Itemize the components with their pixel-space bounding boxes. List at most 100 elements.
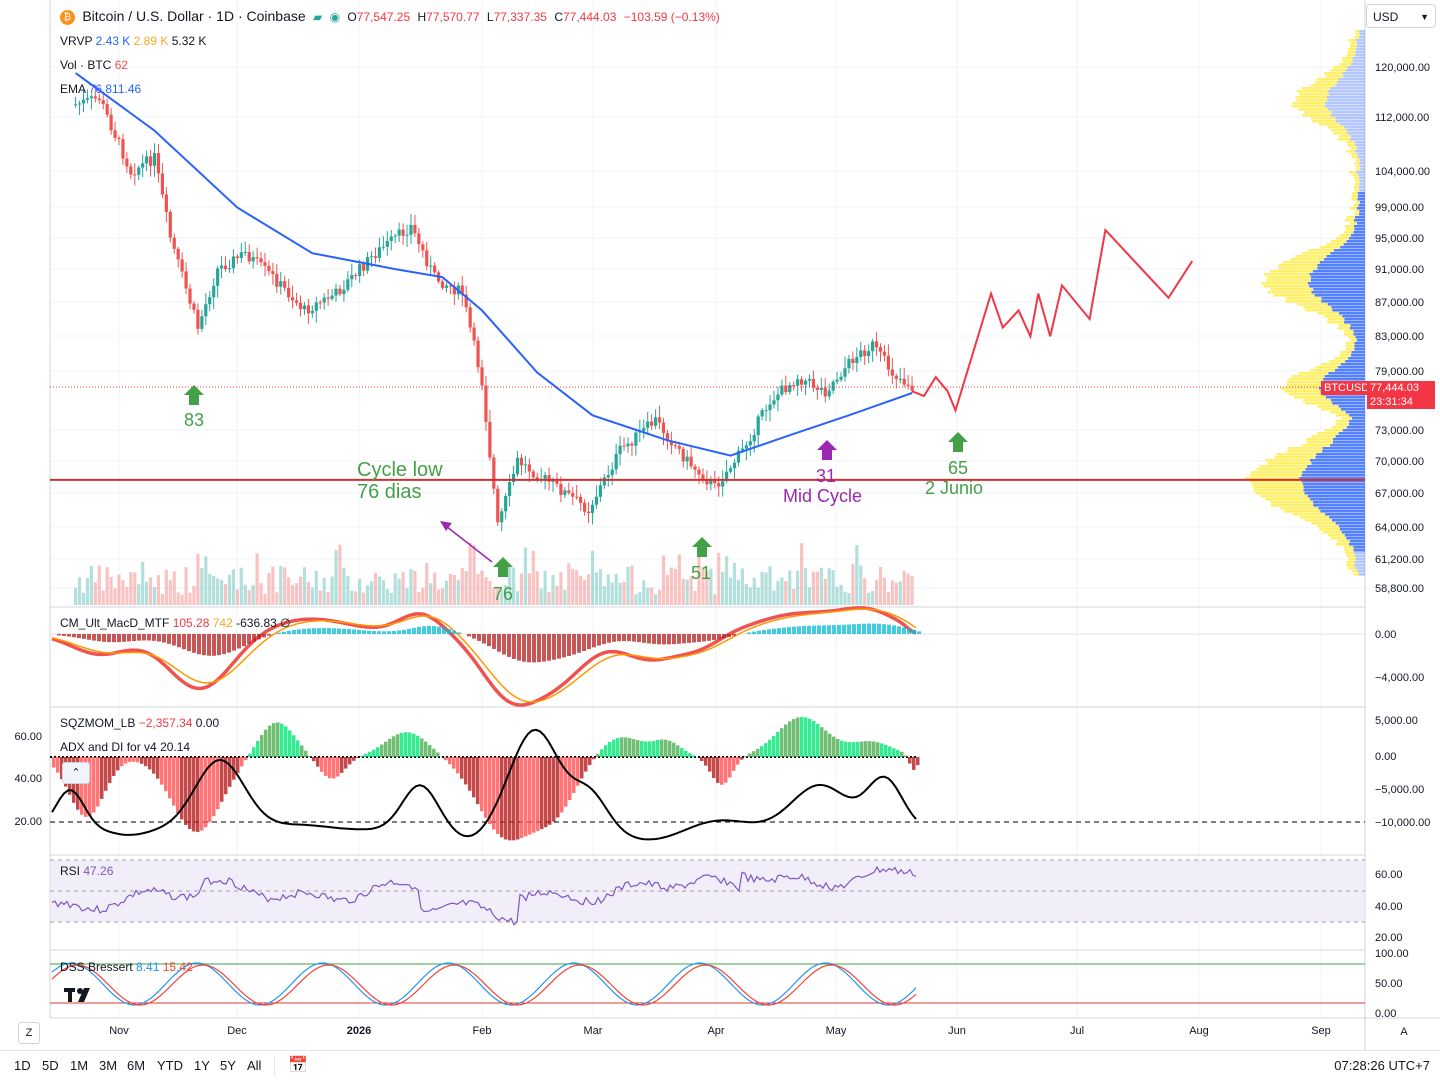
vp-bar [1280, 507, 1319, 510]
squeeze-bar [312, 757, 316, 762]
vrvp-legend[interactable]: VRVP 2.43 K 2.89 K 5.32 K [60, 34, 206, 48]
macd-histogram-bar [367, 630, 371, 634]
vp-bar [1359, 213, 1365, 216]
volume-bar [646, 587, 650, 605]
macd-histogram-bar [767, 629, 771, 634]
candle-body [705, 480, 709, 485]
candle-body [626, 443, 630, 447]
volume-bar [768, 566, 772, 605]
squeeze-bar [688, 753, 692, 757]
volume-bar [796, 570, 800, 605]
volume-bar [318, 590, 322, 605]
squeeze-bar [464, 757, 468, 785]
volume-bar [803, 567, 808, 605]
market-status-icon[interactable]: ◉ [329, 10, 341, 24]
macd-histogram-bar [502, 634, 506, 655]
hidden-icon[interactable]: ∅ [280, 616, 291, 630]
macd-histogram-bar [382, 631, 386, 634]
rsi-legend[interactable]: RSI 47.26 [60, 864, 113, 878]
collapse-pane-button[interactable]: ⌃ [62, 762, 90, 784]
squeeze-bar [604, 745, 608, 757]
sub-axis-label: 0.00 [1375, 629, 1396, 641]
squeeze-bar [520, 757, 524, 839]
vp-bar [1317, 405, 1339, 408]
candle-body [267, 265, 271, 272]
vp-bar [1344, 549, 1354, 552]
squeeze-bar [900, 751, 904, 757]
ohlc-close: 77,444.03 [562, 10, 617, 24]
sqz-legend[interactable]: SQZMOM_LB −2,357.34 0.00 [60, 716, 219, 730]
macd-histogram-bar [787, 627, 791, 634]
range-6m-button[interactable]: 6M [127, 1058, 146, 1073]
vp-bar [1338, 312, 1365, 315]
candle-body [622, 445, 626, 447]
auto-scale-button[interactable]: A [1400, 1026, 1408, 1038]
squeeze-bar [352, 757, 356, 761]
volume-bar [279, 566, 283, 605]
macd-histogram-bar [747, 632, 751, 634]
vp-bar [1358, 174, 1365, 177]
squeeze-bar [384, 741, 388, 757]
squeeze-bar [124, 757, 128, 764]
junio-note: 2 Junio [925, 478, 984, 498]
volume-bar [523, 547, 528, 605]
range-1m-button[interactable]: 1M [70, 1058, 89, 1073]
z-toggle-button[interactable]: Z [18, 1022, 40, 1044]
vp-bar [1344, 330, 1354, 333]
volume-bar [531, 550, 535, 605]
currency-select[interactable]: USD ▼ [1366, 4, 1436, 28]
candle-body [235, 256, 239, 258]
adx-legend[interactable]: ADX and DI for v4 20.14 [60, 740, 190, 754]
candle-body [796, 379, 800, 386]
volume-bar [819, 567, 823, 605]
candle-body [657, 417, 662, 423]
macd-histogram-bar [882, 624, 886, 634]
macd-legend[interactable]: CM_Ult_MacD_MTF 105.28 742 -636.83 ∅ [60, 616, 291, 630]
vp-bar [1355, 180, 1360, 183]
vp-bar [1314, 81, 1338, 84]
vp-bar [1345, 552, 1355, 555]
squeeze-bar [480, 757, 484, 812]
range-1d-button[interactable]: 1D [14, 1058, 31, 1073]
vp-bar [1317, 525, 1339, 528]
macd-histogram-bar [627, 634, 631, 642]
flag-icon[interactable]: ▰ [313, 10, 323, 24]
sub-axis-label: 20.00 [14, 816, 42, 828]
clock-time[interactable]: 07:28:26 UTC+7 [1334, 1058, 1430, 1073]
dss-legend[interactable]: DSS Bressert 8.41 15.42 [60, 960, 193, 974]
macd-histogram-bar [572, 634, 576, 655]
vp-bar [1339, 234, 1351, 237]
price-tick-label: 70,000.00 [1375, 456, 1424, 468]
range-1y-button[interactable]: 1Y [194, 1058, 210, 1073]
range-3m-button[interactable]: 3M [99, 1058, 118, 1073]
vp-bar [1331, 426, 1347, 429]
range-5d-button[interactable]: 5D [42, 1058, 59, 1073]
volume-bar [267, 573, 271, 605]
volume-bar [657, 589, 662, 605]
ema-legend[interactable]: EMA 76,811.46 [60, 82, 141, 96]
volume-bar [310, 587, 314, 605]
macd-histogram-bar [242, 634, 246, 647]
volume-legend[interactable]: Vol · BTC 62 [60, 58, 128, 72]
vp-bar [1315, 366, 1338, 369]
range-5y-button[interactable]: 5Y [220, 1058, 236, 1073]
macd-histogram-bar [897, 626, 901, 634]
range-ytd-button[interactable]: YTD [157, 1058, 183, 1073]
macd-histogram-bar [537, 634, 541, 663]
range-all-button[interactable]: All [247, 1058, 262, 1073]
vp-bar [1322, 531, 1342, 534]
vp-bar [1338, 432, 1365, 435]
vp-bar [1354, 348, 1365, 351]
candle-body [338, 288, 342, 295]
volume-bar [508, 566, 512, 605]
candle-body [602, 477, 606, 486]
macd-histogram-bar [222, 634, 226, 655]
vp-bar [1319, 246, 1341, 249]
go-to-date-icon[interactable]: 📅 [288, 1057, 308, 1074]
candle-body [322, 297, 326, 303]
squeeze-bar [572, 757, 576, 793]
symbol-legend[interactable]: ₿ Bitcoin / U.S. Dollar · 1D · Coinbase … [60, 8, 724, 26]
squeeze-bar [672, 742, 676, 757]
vp-bar [1287, 450, 1323, 453]
